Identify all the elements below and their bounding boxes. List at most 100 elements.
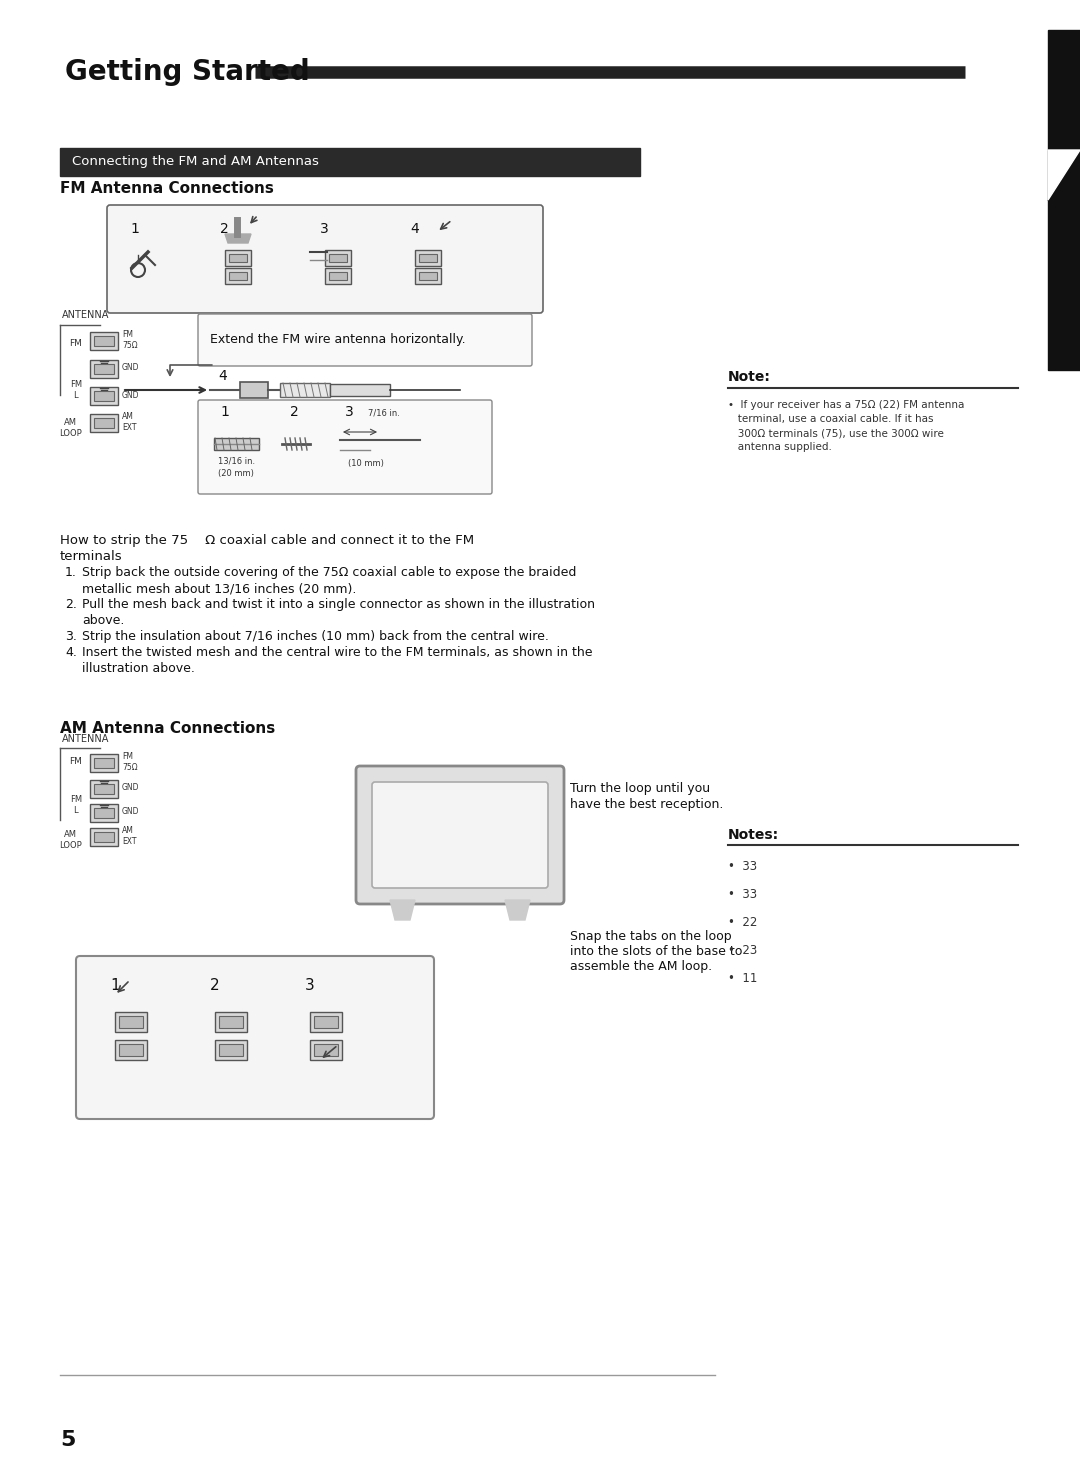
Text: antenna supplied.: antenna supplied. xyxy=(728,442,832,452)
Polygon shape xyxy=(1048,150,1080,200)
Bar xyxy=(325,268,351,285)
Bar xyxy=(229,271,247,280)
Text: above.: above. xyxy=(82,614,124,627)
Polygon shape xyxy=(225,234,251,243)
Text: into the slots of the base to: into the slots of the base to xyxy=(570,945,742,958)
Text: FM
L: FM L xyxy=(70,795,82,814)
Text: (10 mm): (10 mm) xyxy=(348,460,383,469)
Bar xyxy=(1048,150,1080,369)
Bar xyxy=(280,383,330,397)
Text: 3: 3 xyxy=(305,977,314,994)
Text: 4: 4 xyxy=(218,369,227,383)
Text: 2: 2 xyxy=(291,405,299,420)
FancyBboxPatch shape xyxy=(198,400,492,494)
Text: (20 mm): (20 mm) xyxy=(218,469,254,478)
Text: Connecting the FM and AM Antennas: Connecting the FM and AM Antennas xyxy=(72,156,319,169)
FancyBboxPatch shape xyxy=(76,957,434,1120)
Bar xyxy=(1048,30,1080,200)
Bar xyxy=(94,832,114,842)
Text: FM Antenna Connections: FM Antenna Connections xyxy=(60,181,274,196)
Text: have the best reception.: have the best reception. xyxy=(570,798,724,811)
Text: Insert the twisted mesh and the central wire to the FM terminals, as shown in th: Insert the twisted mesh and the central … xyxy=(82,647,593,658)
FancyBboxPatch shape xyxy=(107,205,543,313)
Text: •  22: • 22 xyxy=(728,916,757,928)
Text: •  23: • 23 xyxy=(728,945,757,957)
Text: •  33: • 33 xyxy=(728,888,757,902)
Text: FM: FM xyxy=(69,340,82,349)
Text: Note:: Note: xyxy=(728,369,771,384)
Text: •  33: • 33 xyxy=(728,860,757,873)
Bar xyxy=(329,271,347,280)
Text: AM
EXT: AM EXT xyxy=(122,412,136,432)
Text: FM
L: FM L xyxy=(70,380,82,400)
Bar xyxy=(90,387,118,405)
Bar xyxy=(330,384,390,396)
Text: 1: 1 xyxy=(130,222,139,236)
Bar xyxy=(314,1016,338,1028)
Text: 2: 2 xyxy=(210,977,219,994)
Bar xyxy=(94,758,114,768)
Bar xyxy=(90,360,118,378)
Text: FM
75Ω: FM 75Ω xyxy=(122,752,137,771)
Text: metallic mesh about 13/16 inches (20 mm).: metallic mesh about 13/16 inches (20 mm)… xyxy=(82,581,356,595)
Text: 1: 1 xyxy=(110,977,120,994)
Text: AM
LOOP: AM LOOP xyxy=(59,418,82,437)
Bar xyxy=(90,780,118,798)
Bar xyxy=(90,332,118,350)
Text: Extend the FM wire antenna horizontally.: Extend the FM wire antenna horizontally. xyxy=(210,334,465,347)
Bar xyxy=(90,414,118,432)
Bar xyxy=(90,828,118,845)
Text: terminals: terminals xyxy=(60,550,123,564)
Text: GND: GND xyxy=(122,808,139,817)
Text: 2.: 2. xyxy=(65,598,77,611)
Bar xyxy=(94,392,114,400)
Bar xyxy=(325,251,351,265)
Text: assemble the AM loop.: assemble the AM loop. xyxy=(570,960,712,973)
Bar xyxy=(415,268,441,285)
Bar xyxy=(94,808,114,819)
Text: ANTENNA: ANTENNA xyxy=(62,310,109,320)
Text: 3: 3 xyxy=(345,405,354,420)
Bar xyxy=(240,383,268,397)
Text: Strip back the outside covering of the 75Ω coaxial cable to expose the braided: Strip back the outside covering of the 7… xyxy=(82,567,577,578)
Text: 1: 1 xyxy=(220,405,229,420)
Bar xyxy=(90,804,118,822)
Bar xyxy=(419,254,437,262)
Text: AM Antenna Connections: AM Antenna Connections xyxy=(60,721,275,736)
Text: AM
LOOP: AM LOOP xyxy=(59,830,82,850)
Bar xyxy=(60,148,640,176)
FancyBboxPatch shape xyxy=(372,782,548,888)
Text: GND: GND xyxy=(122,363,139,372)
Text: GND: GND xyxy=(122,783,139,792)
Text: FM: FM xyxy=(69,758,82,767)
Polygon shape xyxy=(390,900,415,919)
Bar xyxy=(225,251,251,265)
Text: 300Ω terminals (75), use the 300Ω wire: 300Ω terminals (75), use the 300Ω wire xyxy=(728,429,944,437)
Bar xyxy=(215,1040,247,1060)
Bar xyxy=(310,1040,342,1060)
Bar xyxy=(229,254,247,262)
Bar xyxy=(219,1016,243,1028)
Bar xyxy=(215,1011,247,1032)
Text: terminal, use a coaxial cable. If it has: terminal, use a coaxial cable. If it has xyxy=(728,414,933,424)
Text: Pull the mesh back and twist it into a single connector as shown in the illustra: Pull the mesh back and twist it into a s… xyxy=(82,598,595,611)
Text: 3: 3 xyxy=(320,222,328,236)
Text: 4: 4 xyxy=(410,222,419,236)
Text: How to strip the 75    Ω coaxial cable and connect it to the FM: How to strip the 75 Ω coaxial cable and … xyxy=(60,534,474,547)
Text: Strip the insulation about 7/16 inches (10 mm) back from the central wire.: Strip the insulation about 7/16 inches (… xyxy=(82,630,549,644)
Text: 13/16 in.: 13/16 in. xyxy=(218,457,255,466)
Text: 7/16 in.: 7/16 in. xyxy=(368,409,400,418)
Text: Turn the loop until you: Turn the loop until you xyxy=(570,782,711,795)
FancyBboxPatch shape xyxy=(198,314,532,366)
Bar xyxy=(114,1040,147,1060)
Bar xyxy=(94,785,114,793)
Text: FM
75Ω: FM 75Ω xyxy=(122,331,137,350)
Bar xyxy=(119,1016,143,1028)
Bar xyxy=(310,1011,342,1032)
Bar xyxy=(219,1044,243,1056)
Text: 2: 2 xyxy=(220,222,229,236)
Bar xyxy=(114,1011,147,1032)
Text: 4.: 4. xyxy=(65,647,77,658)
Bar xyxy=(94,337,114,346)
Bar xyxy=(90,753,118,773)
